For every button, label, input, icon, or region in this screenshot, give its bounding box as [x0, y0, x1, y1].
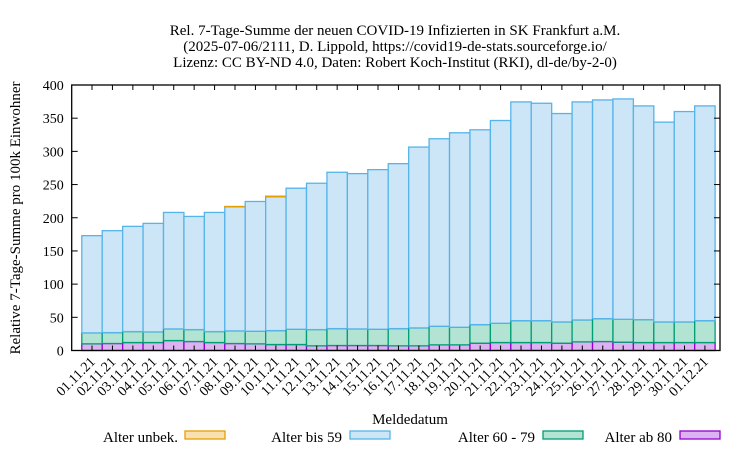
- bar-segment-alter-bis-59: [612, 98, 635, 320]
- bar-segment-alter-60-79: [305, 328, 328, 347]
- bar-segment-alter-bis-59: [346, 172, 369, 330]
- bar-segment-alter-bis-59: [265, 196, 287, 332]
- bar-segment-alter-60-79: [346, 328, 369, 347]
- bar-segment-alter-60-79: [121, 330, 144, 344]
- bar-segment-alter-60-79: [142, 331, 165, 344]
- bar-segment-alter-bis-59: [121, 225, 144, 333]
- bar-segment-alter-60-79: [265, 329, 287, 346]
- bar-segment-alter-bis-59: [408, 146, 430, 329]
- bar-segment-alter-bis-59: [673, 110, 696, 323]
- bar-segment-alter-bis-59: [428, 138, 451, 327]
- legend-label: Alter ab 80: [605, 430, 672, 446]
- bar-segment-alter-60-79: [162, 328, 185, 342]
- title-line-2: (2025-07-06/2111, D. Lippold, https://co…: [183, 39, 607, 55]
- y-tick-label: 400: [43, 79, 64, 94]
- y-tick-label: 50: [50, 311, 64, 326]
- bar-segment-alter-bis-59: [224, 206, 246, 332]
- legend-swatch: [542, 430, 584, 440]
- bar-segment-alter-bis-59: [101, 230, 124, 334]
- bar-segment-alter-60-79: [530, 319, 553, 344]
- bar-segment-alter-unbek-: [265, 195, 287, 198]
- bar-segment-alter-60-79: [81, 332, 103, 345]
- bar-segment-alter-60-79: [510, 319, 532, 344]
- legend-label: Alter bis 59: [271, 430, 342, 446]
- bar-segment-alter-bis-59: [551, 112, 573, 323]
- bar-segment-alter-60-79: [448, 326, 471, 346]
- bar-segment-alter-60-79: [367, 328, 389, 347]
- y-tick-label: 150: [43, 245, 64, 260]
- bar-segment-alter-60-79: [612, 318, 635, 343]
- legend-swatch: [184, 430, 226, 440]
- chart-title: Rel. 7-Tage-Summe der neuen COVID-19 Inf…: [170, 23, 621, 71]
- bar-segment-alter-bis-59: [326, 171, 349, 330]
- plot-border: [71, 84, 721, 352]
- bar-segment-alter-bis-59: [489, 119, 512, 324]
- x-axis-label: Meldedatum: [372, 412, 448, 428]
- bar-segment-alter-60-79: [591, 317, 614, 343]
- bar-segment-alter-60-79: [571, 319, 594, 343]
- bar-segment-alter-60-79: [326, 327, 349, 347]
- bar-segment-alter-bis-59: [530, 102, 553, 322]
- bar-segment-alter-bis-59: [81, 235, 103, 334]
- title-line-3: Lizenz: CC BY-ND 4.0, Daten: Robert Koch…: [173, 55, 617, 71]
- bar-segment-alter-60-79: [285, 328, 308, 346]
- y-tick-label: 200: [43, 212, 64, 227]
- y-tick-label: 0: [57, 345, 64, 360]
- bar-segment-alter-bis-59: [469, 129, 492, 326]
- legend: Alter unbek. Alter bis 59 Alter 60 - 79 Alt…: [103, 430, 721, 446]
- bar-segment-alter-60-79: [469, 323, 492, 344]
- y-tick-label: 250: [43, 179, 64, 194]
- y-axis-label: Relative 7-Tage-Summe pro 100k Einwohner: [8, 81, 24, 354]
- bar-segment-alter-bis-59: [632, 105, 655, 321]
- legend-swatch: [679, 430, 721, 440]
- bar-segment-alter-bis-59: [510, 101, 532, 322]
- bar-segment-alter-bis-59: [571, 101, 594, 321]
- bar-segment-alter-bis-59: [142, 222, 165, 333]
- bar-segment-alter-60-79: [489, 322, 512, 344]
- bar-segment-alter-bis-59: [305, 182, 328, 331]
- bar-segment-alter-60-79: [632, 318, 655, 344]
- bar-segment-alter-60-79: [694, 319, 716, 344]
- bar-segment-alter-bis-59: [183, 215, 206, 331]
- legend-label: Alter unbek.: [103, 430, 178, 446]
- bar-segment-alter-bis-59: [203, 211, 226, 333]
- y-tick-label: 300: [43, 145, 64, 160]
- bar-segment-alter-bis-59: [387, 163, 410, 330]
- y-tick-label: 100: [43, 278, 64, 293]
- bar-segment-alter-bis-59: [244, 200, 267, 332]
- bar-segment-alter-60-79: [428, 325, 451, 346]
- bars: [81, 98, 716, 352]
- bar-segment-alter-60-79: [387, 327, 410, 347]
- bar-segment-alter-bis-59: [367, 168, 389, 330]
- legend-swatch: [349, 430, 391, 440]
- bar-segment-alter-60-79: [244, 330, 267, 345]
- bar-segment-alter-60-79: [203, 330, 226, 344]
- y-tick-label: 350: [43, 112, 64, 127]
- bar-segment-alter-60-79: [673, 321, 696, 344]
- bar-segment-alter-bis-59: [162, 211, 185, 330]
- bar-segment-alter-60-79: [653, 321, 675, 344]
- bar-segment-alter-60-79: [551, 321, 573, 344]
- legend-label: Alter 60 - 79: [458, 430, 535, 446]
- bar-segment-alter-60-79: [224, 330, 246, 345]
- bar-segment-alter-bis-59: [591, 99, 614, 320]
- bar-segment-alter-bis-59: [448, 132, 471, 328]
- bar-segment-alter-60-79: [101, 331, 124, 345]
- bar-segment-alter-bis-59: [694, 105, 716, 322]
- title-line-1: Rel. 7-Tage-Summe der neuen COVID-19 Inf…: [170, 23, 621, 39]
- bar-segment-alter-bis-59: [653, 121, 675, 323]
- bar-segment-alter-bis-59: [285, 187, 308, 330]
- bar-segment-alter-60-79: [183, 328, 206, 343]
- bar-segment-alter-60-79: [408, 327, 430, 347]
